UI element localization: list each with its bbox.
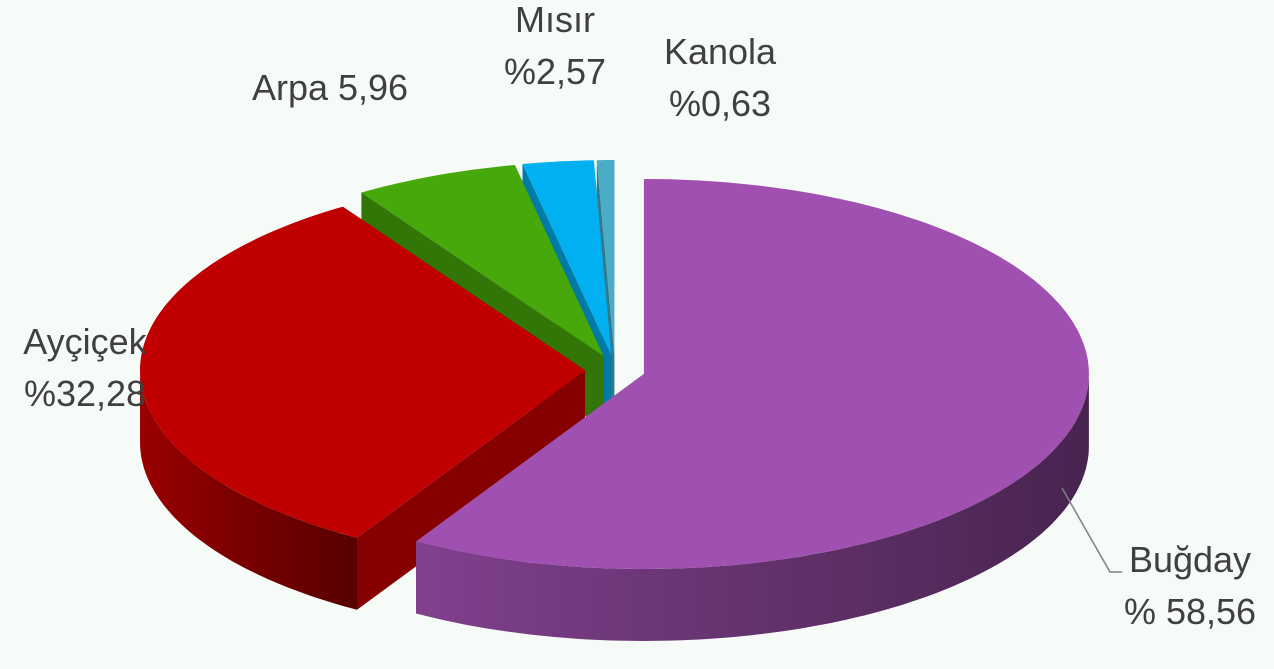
category-label: Ayçiçek — [23, 321, 147, 362]
data-label: Mısır %2,57 — [504, 0, 606, 92]
value-label: % 58,56 — [1124, 591, 1256, 632]
category-label: Mısır — [515, 0, 595, 40]
slice — [140, 206, 585, 538]
slice — [522, 160, 612, 356]
value-label: %32,28 — [24, 373, 146, 414]
slice — [361, 165, 604, 357]
slice — [416, 179, 1089, 569]
leader-line — [1061, 487, 1122, 573]
slice-side — [357, 370, 585, 610]
data-label: Buğday % 58,56 — [1124, 539, 1256, 632]
value-label: %0,63 — [669, 83, 771, 124]
data-label: Ayçiçek %32,28 — [23, 321, 147, 414]
category-label: Buğday — [1129, 539, 1251, 580]
slice-side — [416, 374, 1089, 641]
category-label: Arpa — [252, 67, 329, 108]
category-label: Kanola — [664, 31, 777, 72]
data-label: Arpa 5,96 — [252, 67, 408, 108]
value-label: %2,57 — [504, 51, 606, 92]
slice-side — [140, 370, 357, 610]
data-label: Kanola %0,63 — [664, 31, 777, 124]
value-label: 5,96 — [338, 67, 408, 108]
slice — [596, 160, 615, 355]
